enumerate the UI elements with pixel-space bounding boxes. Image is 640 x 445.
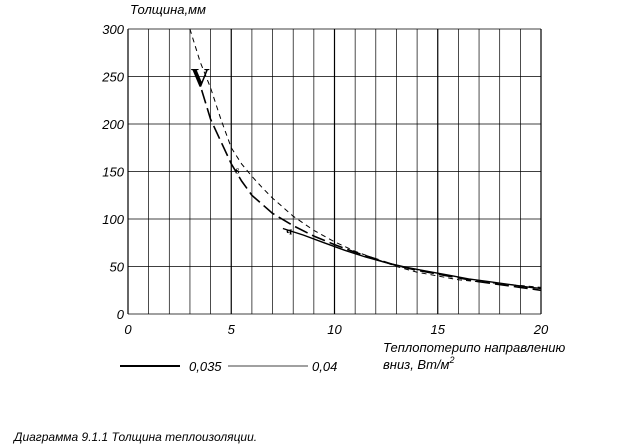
- annotation-label: s: [235, 165, 240, 177]
- chart-series: [189, 28, 542, 292]
- series-line-solid: [282, 227, 542, 290]
- legend-label-0035: 0,035: [189, 359, 222, 374]
- y-tick-label: 200: [101, 117, 124, 132]
- annotation-label: V: [191, 64, 210, 93]
- x-tick-label: 0: [124, 322, 132, 337]
- x-tick-label: 20: [533, 322, 549, 337]
- x-axis-label-superscript: 2: [448, 355, 454, 365]
- x-tick-label: 5: [228, 322, 236, 337]
- chart-axes: 0 50 100 150 200 250 300 0 5 10 15 20: [101, 22, 549, 337]
- y-tick-label: 50: [110, 260, 125, 275]
- figure-caption: Диаграмма 9.1.1 Толщина теплоизоляции.: [12, 430, 257, 444]
- x-tick-label: 15: [431, 322, 446, 337]
- annotation-label: ч: [286, 225, 292, 237]
- x-axis-label-line2: вниз, Вт/м2: [383, 355, 454, 372]
- legend: 0,035 0,04: [120, 359, 337, 374]
- x-tick-label: 10: [327, 322, 342, 337]
- y-tick-label: 150: [102, 165, 124, 180]
- y-tick-label: 100: [102, 212, 124, 227]
- y-tick-label: 300: [102, 22, 124, 37]
- y-axis-label: Толщина,мм: [130, 2, 206, 17]
- y-tick-label: 0: [117, 307, 125, 322]
- x-axis-label-line1: Теплопотерипо направлению: [383, 340, 566, 355]
- x-axis-label-unit: вниз, Вт/м: [383, 357, 450, 372]
- series-line-short-dash: [189, 28, 542, 288]
- legend-label-004: 0,04: [312, 359, 337, 374]
- chart-annotations: Vs ч: [191, 64, 292, 238]
- y-tick-label: 250: [101, 70, 124, 85]
